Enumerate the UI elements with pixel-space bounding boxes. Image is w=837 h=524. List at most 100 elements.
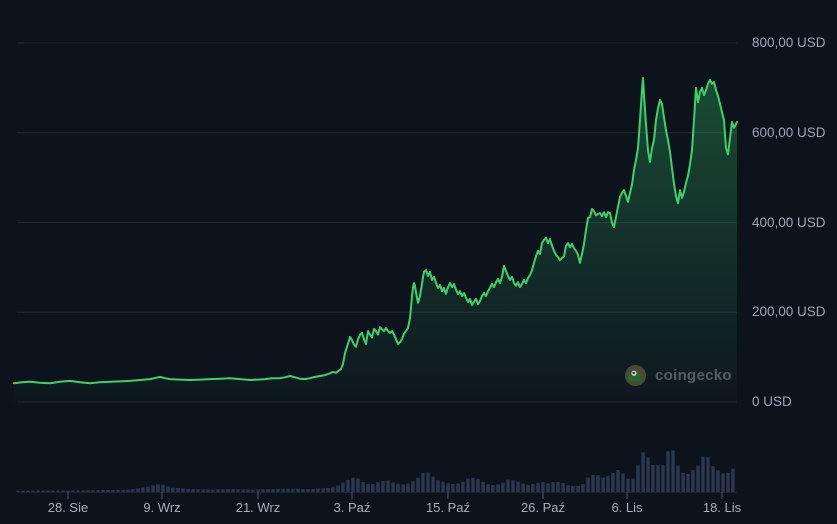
volume-bar [251,489,255,492]
volume-bar [606,476,610,492]
y-axis-label: 800,00 USD [752,35,826,50]
volume-bar [591,474,595,492]
volume-bar [656,465,660,492]
price-area [14,78,737,402]
volume-bar [621,473,625,492]
volume-bar [526,484,530,492]
volume-bar [616,470,620,492]
volume-bar [566,485,570,492]
volume-bar [676,465,680,492]
volume-bar [501,482,505,492]
volume-bar [411,481,415,492]
coingecko-watermark-text: coingecko [655,367,732,384]
volume-bar [116,489,120,492]
volume-bar [196,489,200,492]
volume-bar [441,481,445,492]
y-axis-label: 200,00 USD [752,304,826,320]
volume-bar [191,489,195,492]
volume-bar [66,490,70,492]
volume-bar [276,488,280,492]
volume-bar [156,484,160,492]
volume-bar [511,480,515,492]
volume-bar [401,484,405,492]
volume-bar [301,489,305,492]
volume-bar [306,489,310,492]
volume-bar [281,488,285,492]
volume-bar [216,489,220,492]
volume-bar [506,479,510,492]
price-line[interactable] [13,77,738,385]
volume-bar [101,490,105,492]
volume-bar [571,486,575,492]
volume-bar [291,488,295,492]
volume-bar [331,487,335,492]
x-axis-label: 18. Lis [702,500,742,515]
volume-bar [136,488,140,492]
volume-bar [41,490,45,492]
volume-bar [451,484,455,492]
volume-bar [71,490,75,492]
volume-bar [81,490,85,492]
x-axis-label: 21. Wrz [235,500,281,515]
volume-bar [256,489,260,492]
volume-bar [366,483,370,492]
volume-bar [476,479,480,492]
volume-bar [631,478,635,492]
volume-bar [76,490,80,492]
x-axis-label: 6. Lis [611,500,643,515]
volume-bar [176,488,180,492]
volume-bar [91,490,95,492]
volume-bar [266,489,270,492]
volume-bar [21,490,25,492]
volume-bar [541,482,545,492]
volume-bar [346,479,350,492]
volume-bar [241,489,245,492]
volume-bar [341,482,345,492]
volume-bar [46,490,50,492]
volume-bar [86,490,90,492]
volume-bar [471,477,475,492]
volume-bar [726,472,730,492]
volume-bar [271,489,275,492]
volume-bar [206,489,210,492]
volume-bar [391,482,395,492]
volume-bar [31,490,35,492]
volume-bar [261,489,265,492]
volume-bar [406,483,410,492]
x-axis-label: 3. Paź [333,500,371,515]
volume-bar [151,485,155,492]
volume-bar [131,489,135,492]
volume-bar [521,483,525,492]
volume-bar [111,489,115,492]
volume-bar [326,487,330,492]
volume-bar [181,488,185,492]
volume-bar [336,485,340,492]
x-axis-label: 28. Sie [47,500,89,515]
volume-bar [36,490,40,492]
volume-bar [396,483,400,492]
volume-bar [481,481,485,492]
volume-bar [601,477,605,492]
volume-bar [586,477,590,492]
volume-bar [491,485,495,492]
volume-bar [351,477,355,492]
volume-bar [716,470,720,492]
volume-bar [711,466,715,492]
volume-bar [681,472,685,492]
volume-bar [296,488,300,492]
coingecko-watermark: coingecko [624,364,732,387]
volume-bar [461,481,465,492]
volume-bar [536,482,540,492]
volume-bar [221,489,225,492]
volume-bar [581,484,585,492]
x-axis-label: 26. Paź [520,500,566,515]
volume-bar [556,481,560,492]
volume-bar [361,482,365,492]
volume-bar [651,464,655,492]
volume-bar [356,478,360,492]
volume-bar [56,490,60,492]
volume-bar [611,473,615,492]
volume-bar [696,465,700,492]
volume-bar [496,484,500,492]
